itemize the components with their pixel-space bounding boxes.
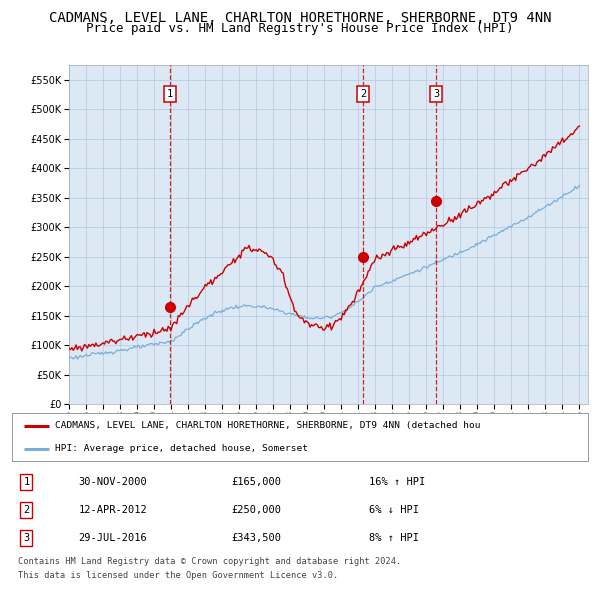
Text: 30-NOV-2000: 30-NOV-2000 xyxy=(78,477,147,487)
Text: 6% ↓ HPI: 6% ↓ HPI xyxy=(369,505,419,514)
Text: 12-APR-2012: 12-APR-2012 xyxy=(78,505,147,514)
Text: 29-JUL-2016: 29-JUL-2016 xyxy=(78,533,147,543)
Text: Price paid vs. HM Land Registry's House Price Index (HPI): Price paid vs. HM Land Registry's House … xyxy=(86,22,514,35)
Text: 8% ↑ HPI: 8% ↑ HPI xyxy=(369,533,419,543)
Text: 3: 3 xyxy=(23,533,29,543)
Text: Contains HM Land Registry data © Crown copyright and database right 2024.: Contains HM Land Registry data © Crown c… xyxy=(18,557,401,566)
Text: 1: 1 xyxy=(167,90,173,99)
Text: CADMANS, LEVEL LANE, CHARLTON HORETHORNE, SHERBORNE, DT9 4NN: CADMANS, LEVEL LANE, CHARLTON HORETHORNE… xyxy=(49,11,551,25)
Text: HPI: Average price, detached house, Somerset: HPI: Average price, detached house, Some… xyxy=(55,444,308,453)
Text: 16% ↑ HPI: 16% ↑ HPI xyxy=(369,477,425,487)
Text: 1: 1 xyxy=(23,477,29,487)
Text: 3: 3 xyxy=(433,90,439,99)
Text: £343,500: £343,500 xyxy=(231,533,281,543)
Text: 2: 2 xyxy=(23,505,29,514)
Text: This data is licensed under the Open Government Licence v3.0.: This data is licensed under the Open Gov… xyxy=(18,571,338,580)
Text: £250,000: £250,000 xyxy=(231,505,281,514)
Text: 2: 2 xyxy=(360,90,366,99)
Text: £165,000: £165,000 xyxy=(231,477,281,487)
Text: CADMANS, LEVEL LANE, CHARLTON HORETHORNE, SHERBORNE, DT9 4NN (detached hou: CADMANS, LEVEL LANE, CHARLTON HORETHORNE… xyxy=(55,421,481,430)
